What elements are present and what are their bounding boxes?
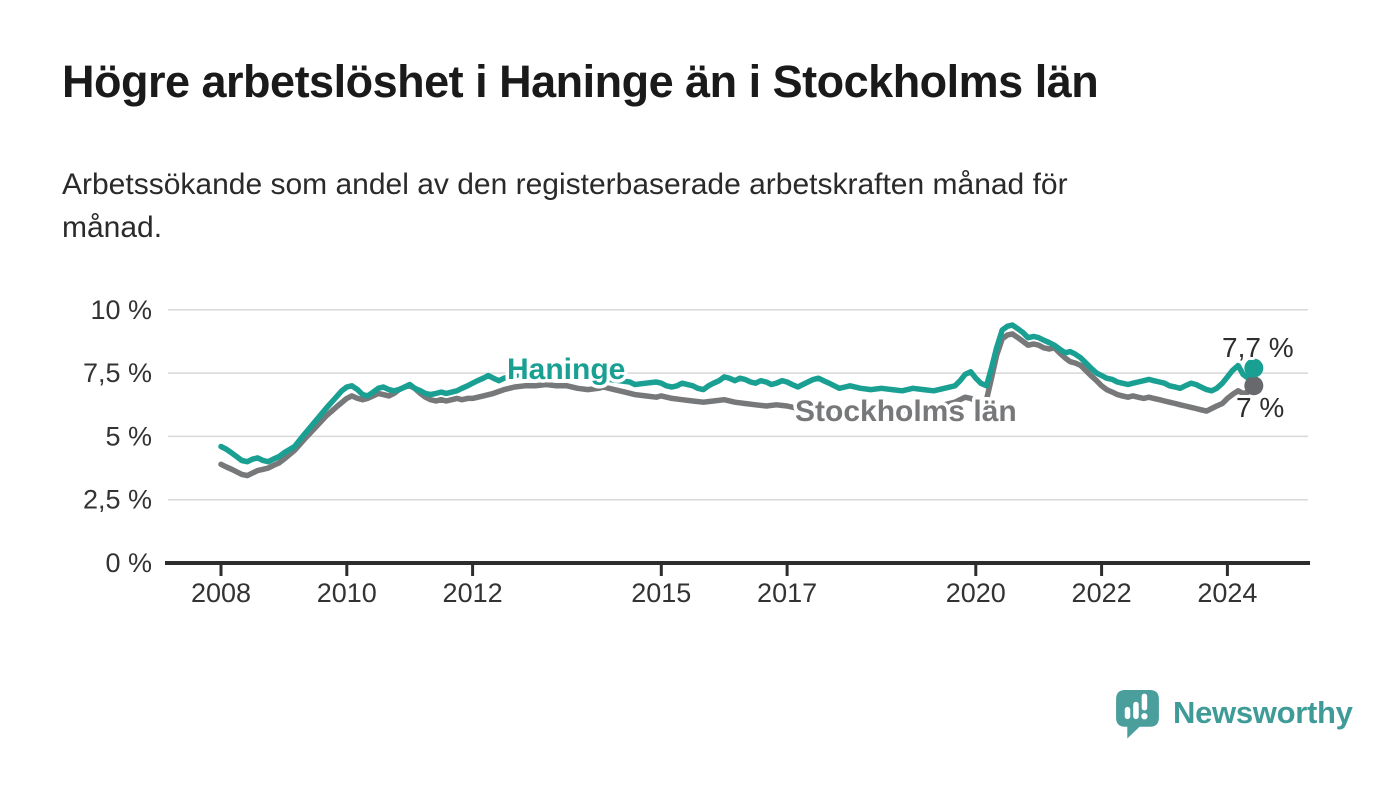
page-subtitle: Arbetssökande som andel av den registerb… xyxy=(62,164,1068,249)
exclamation-bar xyxy=(1141,693,1148,711)
series-line-haninge xyxy=(218,322,1257,465)
bar-chart-bar-1 xyxy=(1124,706,1131,720)
series-label-stockholms-l-n: Stockholms län xyxy=(795,395,1017,428)
y-tick-label-0: 0 % xyxy=(105,548,152,578)
x-tick-label-2024: 2024 xyxy=(1197,578,1257,608)
newsworthy-logo-icon xyxy=(1116,690,1159,739)
series-label-haninge: Haninge xyxy=(507,353,625,386)
y-tick-label-5: 5 % xyxy=(105,421,152,451)
end-label-stockholms-l-n: 7 % xyxy=(1236,392,1284,423)
newsworthy-logo-text: Newsworthy xyxy=(1173,695,1353,730)
y-tick-label-10: 10 % xyxy=(90,295,152,325)
x-tick-label-2020: 2020 xyxy=(946,578,1006,608)
newsworthy-logo[interactable]: Newsworthy xyxy=(1113,687,1353,739)
x-tick-label-2008: 2008 xyxy=(191,578,251,608)
bar-chart-bar-2 xyxy=(1133,701,1139,720)
end-label-haninge: 7,7 % xyxy=(1222,332,1294,363)
x-tick-label-2010: 2010 xyxy=(317,578,377,608)
page-title: Högre arbetslöshet i Haninge än i Stockh… xyxy=(62,56,1099,107)
page-subtitle-line-2: månad. xyxy=(62,210,163,244)
end-dot-stockholms-l-n xyxy=(1244,376,1264,396)
x-tick-label-2012: 2012 xyxy=(443,578,503,608)
x-tick-label-2015: 2015 xyxy=(631,578,691,608)
page-subtitle-line-1: Arbetssökande som andel av den registerb… xyxy=(62,168,1068,201)
y-tick-label-7.5: 7,5 % xyxy=(83,358,152,388)
series-line-stockholms-l-n xyxy=(218,331,1257,479)
exclamation-dot xyxy=(1141,713,1148,720)
end-dot-haninge xyxy=(1244,358,1264,378)
x-tick-label-2022: 2022 xyxy=(1072,578,1132,608)
x-tick-label-2017: 2017 xyxy=(757,578,817,608)
y-tick-label-2.5: 2,5 % xyxy=(83,485,152,515)
